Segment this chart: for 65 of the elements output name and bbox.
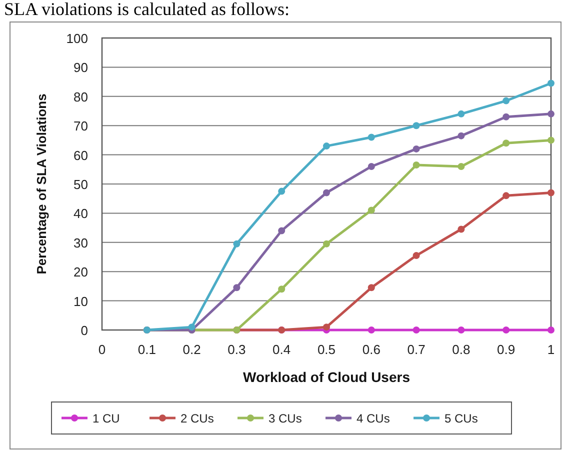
point	[233, 284, 240, 292]
y-tick-label: 0	[80, 323, 88, 338]
x-tick-label: 0.1	[138, 342, 156, 357]
x-tick-label: 0.4	[272, 342, 291, 357]
point	[412, 326, 420, 334]
point	[548, 136, 554, 144]
legend-label: 3 CUs	[268, 412, 302, 426]
x-tick-label: 0.6	[362, 342, 380, 357]
x-axis-title: Workload of Cloud Users	[243, 369, 410, 385]
y-tick-label: 90	[74, 60, 88, 76]
y-tick-label: 40	[74, 206, 88, 222]
point	[458, 226, 465, 233]
point	[502, 113, 510, 120]
point	[188, 324, 196, 331]
point	[368, 162, 375, 170]
point	[502, 97, 510, 104]
y-axis-title: Percentage of SLA Violations	[34, 94, 49, 274]
point	[278, 188, 286, 195]
x-tick-label: 0.9	[497, 342, 516, 357]
point	[458, 132, 465, 140]
point	[502, 140, 510, 147]
y-tick-label: 80	[74, 89, 88, 104]
y-tick-label: 30	[74, 235, 88, 250]
point	[548, 326, 554, 334]
point	[502, 326, 510, 334]
point	[412, 252, 420, 260]
x-tick-label: 0.2	[182, 342, 201, 357]
x-tick-label: 0.8	[452, 342, 470, 357]
x-tick-label: 0.3	[228, 342, 246, 357]
point	[458, 326, 465, 334]
point	[502, 192, 510, 200]
point	[278, 286, 286, 293]
point	[323, 189, 330, 196]
point	[368, 284, 375, 292]
y-tick-label: 50	[74, 177, 88, 192]
x-tick-label: 0	[98, 342, 106, 357]
x-tick-label: 0.7	[407, 342, 426, 357]
point	[323, 142, 330, 150]
y-tick-label: 100	[66, 31, 88, 46]
x-tick-label: 1	[547, 342, 555, 357]
point	[323, 240, 330, 248]
legend-label: 4 CUs	[356, 412, 390, 426]
point	[412, 145, 420, 152]
point	[368, 134, 375, 141]
point	[412, 122, 420, 130]
point	[548, 80, 554, 87]
legend-label: 2 CUs	[180, 412, 214, 426]
x-tick-label: 0.5	[317, 342, 336, 357]
point	[233, 240, 240, 248]
text: SLA violations is calculated as follows:	[4, 0, 290, 19]
point	[548, 110, 554, 118]
point	[368, 206, 375, 214]
legend-label: 1 CU	[92, 412, 120, 426]
point	[548, 189, 554, 196]
point	[458, 162, 465, 170]
point	[368, 326, 375, 334]
y-tick-label: 60	[74, 148, 88, 163]
point	[323, 324, 330, 331]
y-tick-label: 10	[74, 294, 88, 309]
y-tick-label: 20	[74, 264, 88, 280]
point	[458, 110, 465, 118]
point	[412, 162, 420, 169]
legend-label: 5 CUs	[444, 412, 478, 426]
y-tick-label: 70	[74, 118, 88, 134]
point	[278, 227, 286, 234]
